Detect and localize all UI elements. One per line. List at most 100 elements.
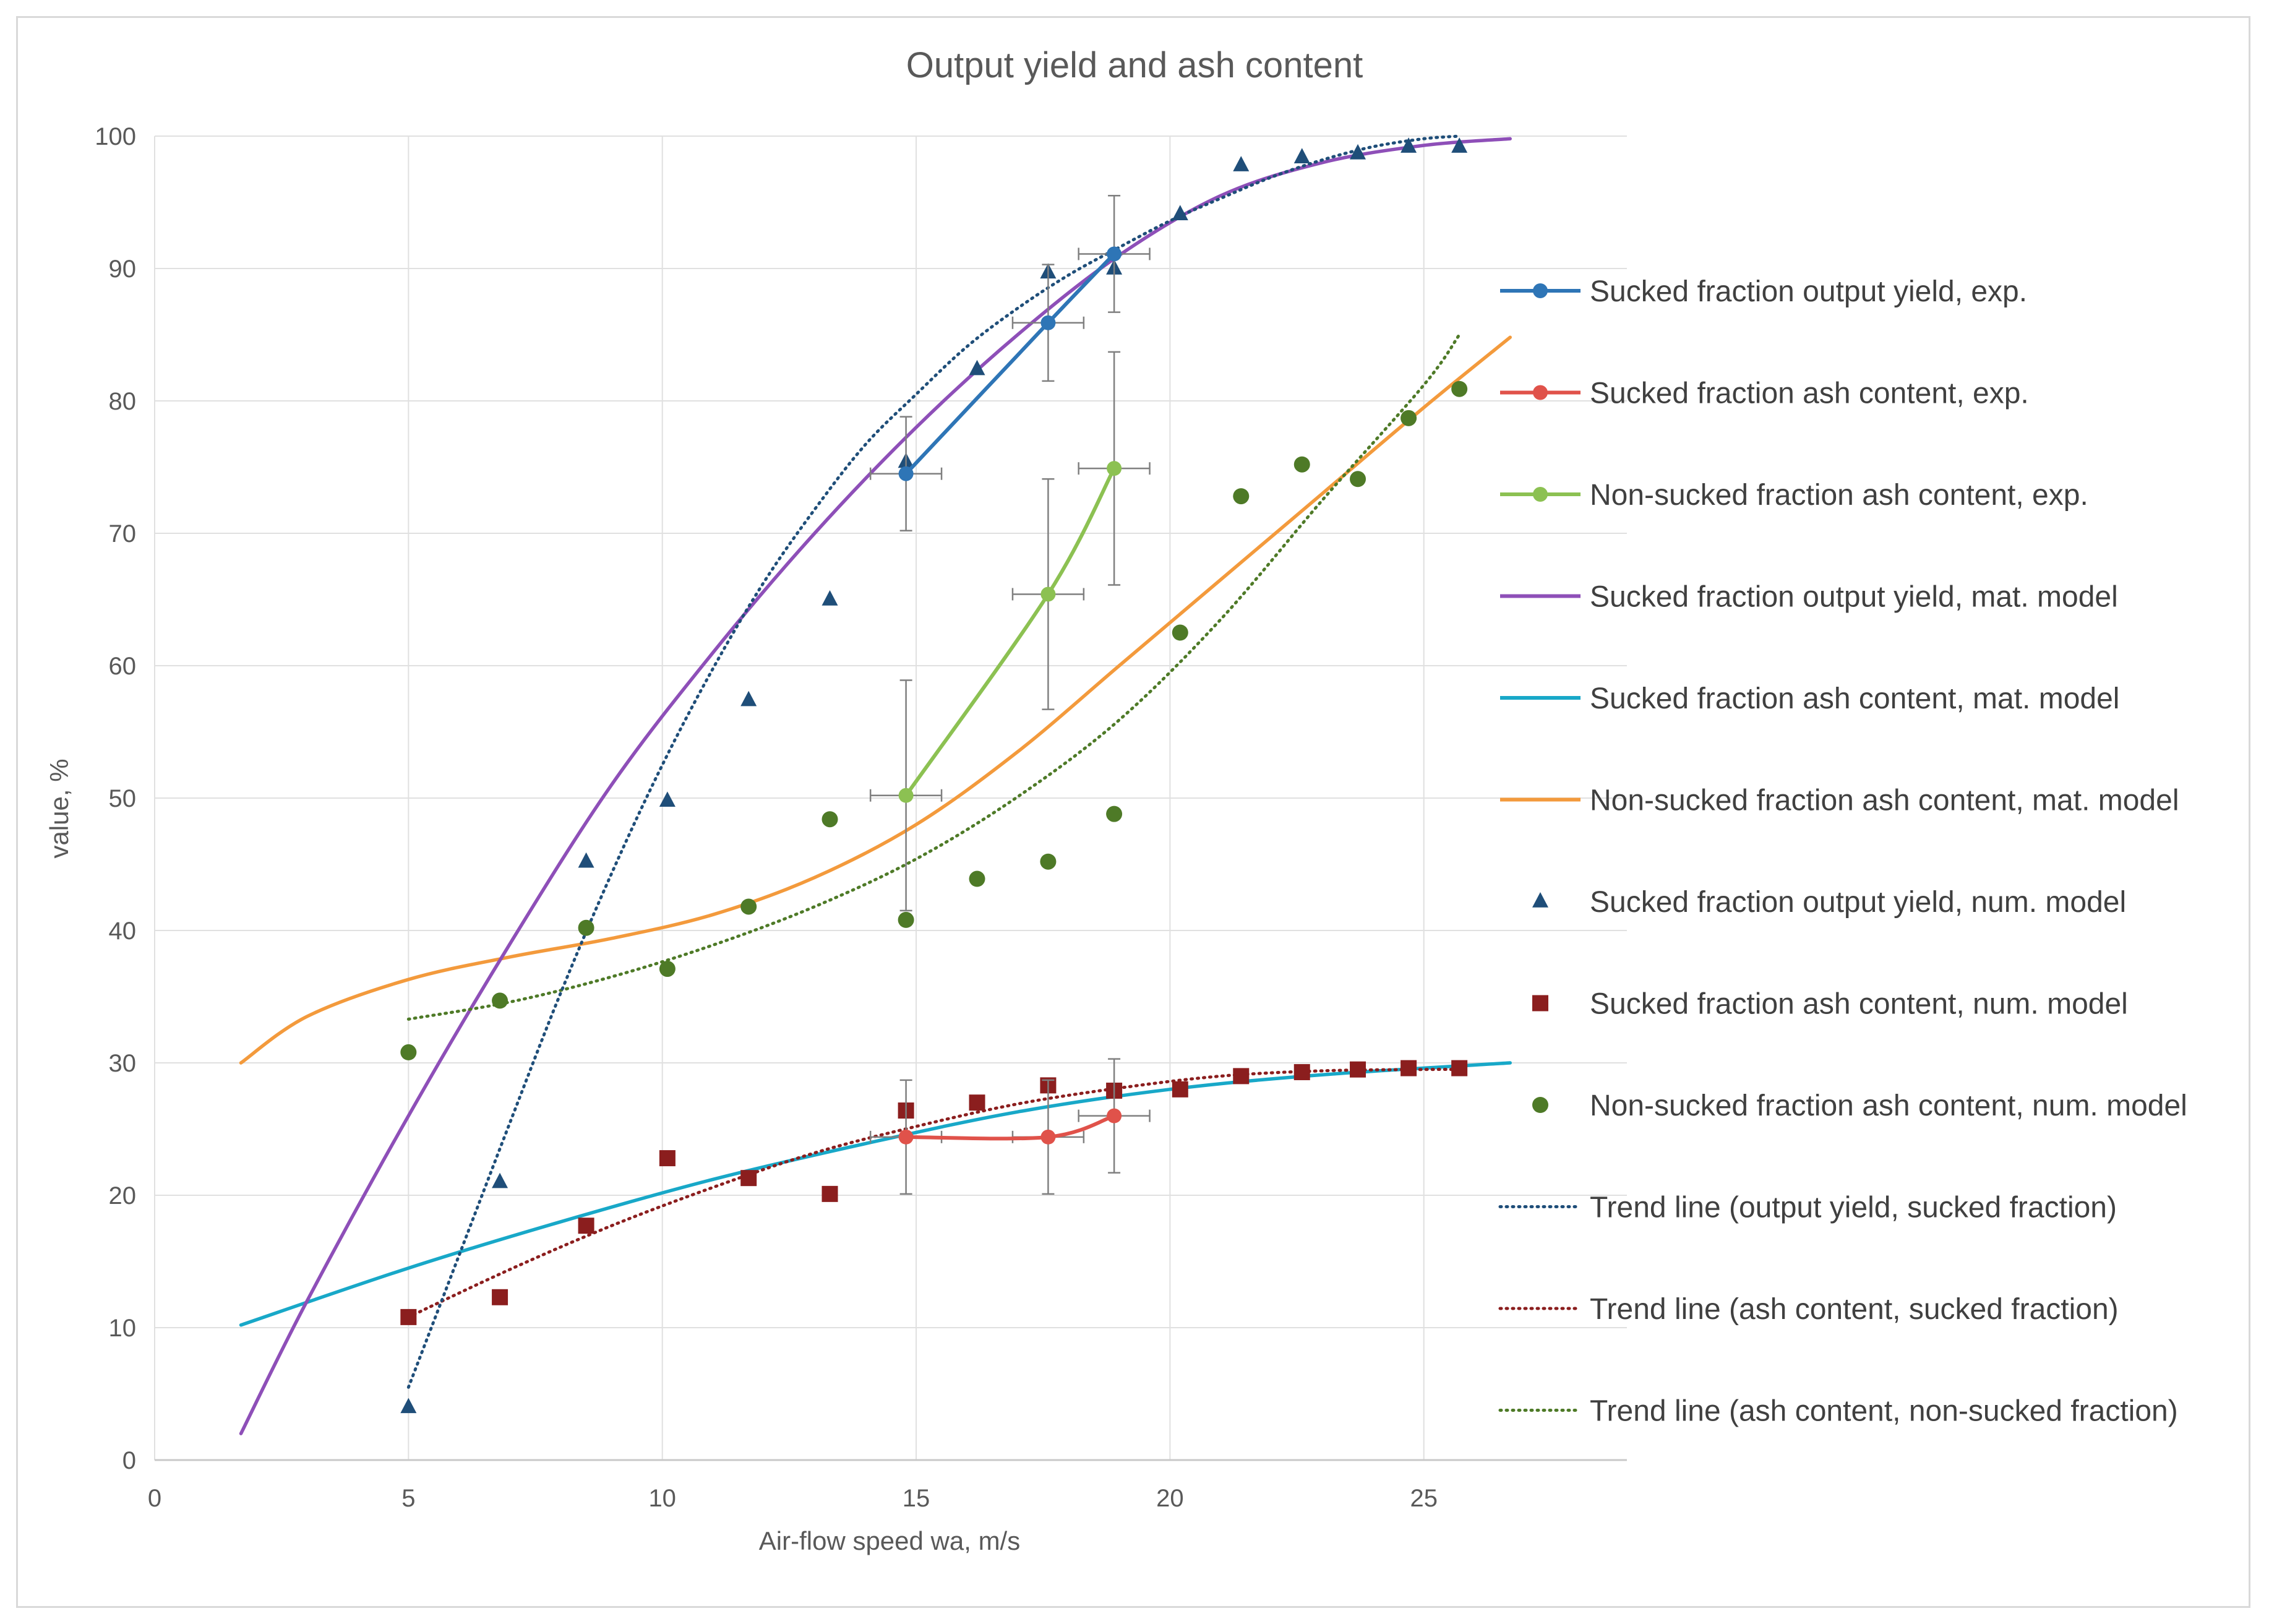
legend-label: Sucked fraction output yield, exp. [1590, 275, 2027, 308]
data-point [898, 788, 914, 803]
legend-label: Sucked fraction ash content, num. model [1590, 988, 2128, 1021]
chart-frame [16, 16, 2250, 1608]
legend-label: Non-sucked fraction ash content, mat. mo… [1590, 784, 2179, 817]
trend-line [406, 134, 1461, 1389]
legend-item: Sucked fraction ash content, mat. model [1500, 682, 2119, 715]
data-point [1233, 1068, 1250, 1085]
series-line [904, 252, 1116, 475]
data-point [1451, 1060, 1468, 1076]
legend-label: Trend line (ash content, non-sucked frac… [1590, 1395, 2178, 1428]
data-point [1350, 144, 1366, 160]
series-exp-ash-sucked [869, 1058, 1151, 1195]
y-tick-label: 50 [109, 785, 137, 812]
gridlines [154, 135, 1627, 1461]
legend-item: Trend line (ash content, non-sucked frac… [1498, 1395, 2178, 1428]
series-exp-yield [869, 195, 1151, 531]
data-point [1233, 488, 1250, 505]
legend: Sucked fraction output yield, exp. Sucked… [1498, 275, 2187, 1428]
legend-label: Sucked fraction output yield, num. model [1590, 886, 2126, 919]
axes: 0 10 20 30 40 50 60 70 80 90 100 0 5 10 15 20 25 [95, 123, 1627, 1512]
data-point [400, 1398, 417, 1414]
legend-item: Trend line (output yield, sucked fractio… [1498, 1192, 2117, 1224]
legend-label: Sucked fraction ash content, exp. [1590, 377, 2029, 410]
y-tick-label: 40 [109, 917, 137, 945]
x-tick-label: 15 [903, 1485, 930, 1512]
x-tick-label: 25 [1410, 1485, 1438, 1512]
legend-marker [1532, 892, 1548, 908]
data-point [659, 791, 676, 807]
data-point [578, 852, 594, 868]
data-point [578, 1218, 594, 1234]
legend-item: Sucked fraction output yield, mat. model [1500, 581, 2118, 614]
legend-marker [1532, 995, 1548, 1012]
x-tick-label: 10 [648, 1485, 676, 1512]
x-tick-label: 5 [401, 1485, 415, 1512]
legend-marker [1533, 385, 1548, 400]
data-point [898, 1129, 914, 1145]
legend-item: Sucked fraction output yield, exp. [1500, 275, 2027, 308]
data-point [898, 466, 914, 481]
data-point [1233, 156, 1250, 171]
legend-label: Sucked fraction output yield, mat. model [1590, 581, 2118, 614]
data-point [1451, 137, 1468, 153]
legend-label: Non-sucked fraction ash content, num. mo… [1590, 1089, 2187, 1122]
series-exp-ash-nonsucked [869, 351, 1151, 912]
data-point [492, 992, 508, 1009]
legend-item: Non-sucked fraction ash content, exp. [1500, 479, 2088, 512]
data-point [1107, 1108, 1122, 1123]
y-tick-label: 30 [109, 1050, 137, 1077]
series-num-ash-nonsucked [400, 380, 1468, 1060]
y-tick-label: 20 [109, 1182, 137, 1209]
data-point [578, 919, 594, 936]
y-axis-label: value, % [45, 758, 74, 858]
data-point [400, 1308, 417, 1325]
data-point [1172, 205, 1188, 221]
x-tick-label: 0 [148, 1485, 161, 1512]
series-trend-yield [406, 134, 1461, 1389]
data-point [1400, 410, 1417, 426]
data-point [1350, 1061, 1366, 1078]
plot-area [239, 134, 1512, 1435]
y-tick-label: 60 [109, 653, 137, 680]
data-point [740, 1170, 757, 1187]
series-line [906, 1114, 1115, 1141]
data-point [1106, 806, 1123, 822]
series-num-yield [400, 137, 1468, 1414]
data-point [1107, 246, 1122, 262]
data-point [969, 870, 985, 887]
x-axis-label: Air-flow speed wa, m/s [759, 1526, 1020, 1555]
legend-label: Trend line (output yield, sucked fractio… [1590, 1192, 2117, 1224]
series-mat-yield [239, 137, 1512, 1435]
legend-label: Non-sucked fraction ash content, exp. [1590, 479, 2088, 512]
legend-item: Trend line (ash content, sucked fraction… [1498, 1293, 2119, 1326]
series-line [239, 1061, 1512, 1327]
data-point [969, 359, 985, 376]
data-point [659, 1150, 676, 1167]
data-point [821, 590, 838, 606]
legend-marker [1532, 1097, 1548, 1113]
data-point [898, 911, 914, 928]
series-mat-ash-nonsucked [239, 335, 1512, 1065]
legend-marker [1533, 487, 1548, 502]
data-point [1400, 137, 1417, 153]
data-point [1400, 1060, 1417, 1076]
data-point [1451, 380, 1468, 397]
y-tick-label: 10 [109, 1315, 137, 1342]
series-trend-ash-nonsucked [406, 333, 1461, 1021]
data-point [492, 1172, 508, 1188]
legend-item: Non-sucked fraction ash content, mat. mo… [1500, 784, 2179, 817]
y-tick-label: 80 [109, 388, 137, 415]
data-point [740, 898, 757, 915]
y-tick-label: 100 [95, 123, 136, 150]
data-point [1107, 461, 1122, 476]
data-point [1040, 315, 1056, 330]
legend-item: Non-sucked fraction ash content, num. mo… [1532, 1089, 2187, 1122]
legend-label: Trend line (ash content, sucked fraction… [1590, 1293, 2119, 1326]
trend-line [406, 333, 1461, 1021]
data-point [1040, 586, 1056, 602]
data-point [1350, 471, 1366, 488]
series-num-ash-sucked [400, 1060, 1468, 1325]
data-point [1172, 624, 1188, 641]
x-tick-label: 20 [1156, 1485, 1184, 1512]
